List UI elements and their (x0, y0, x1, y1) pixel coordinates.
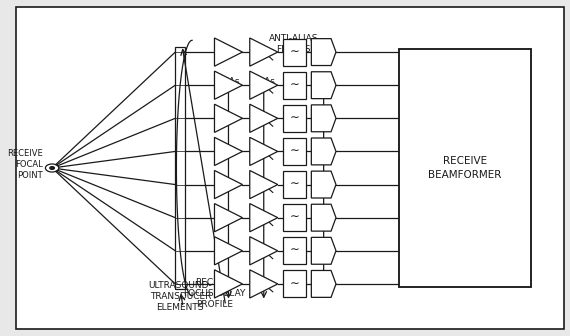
Polygon shape (311, 237, 336, 264)
Bar (283, 171, 306, 198)
Polygon shape (214, 38, 242, 66)
Text: ∼: ∼ (290, 112, 299, 125)
Text: ADCs: ADCs (312, 77, 336, 86)
Text: ∼: ∼ (290, 278, 299, 290)
Polygon shape (311, 72, 336, 99)
Polygon shape (214, 237, 242, 265)
Text: LNAs: LNAs (217, 77, 240, 86)
Bar (283, 138, 306, 165)
Text: RECEIVE
FOCUS-DELAY
PROFILE: RECEIVE FOCUS-DELAY PROFILE (184, 278, 246, 309)
Bar (283, 105, 306, 132)
Polygon shape (250, 204, 278, 232)
Polygon shape (214, 270, 242, 298)
Text: VGAs: VGAs (252, 77, 276, 86)
Text: ∼: ∼ (290, 46, 299, 58)
Polygon shape (250, 137, 278, 166)
Polygon shape (214, 71, 242, 99)
Bar (283, 204, 306, 231)
Bar (283, 72, 306, 99)
Circle shape (50, 167, 54, 169)
Text: ∼: ∼ (290, 145, 299, 158)
Text: ∼: ∼ (290, 178, 299, 191)
Polygon shape (214, 204, 242, 232)
Polygon shape (311, 204, 336, 231)
Polygon shape (214, 170, 242, 199)
Polygon shape (250, 71, 278, 99)
Text: ∼: ∼ (290, 211, 299, 224)
Polygon shape (250, 170, 278, 199)
Polygon shape (250, 237, 278, 265)
Bar (283, 270, 306, 297)
Polygon shape (250, 104, 278, 132)
Bar (283, 39, 306, 66)
Text: ANTI-ALIAS
FILTERS: ANTI-ALIAS FILTERS (269, 34, 319, 54)
Text: RECEIVE
BEAMFORMER: RECEIVE BEAMFORMER (428, 156, 502, 180)
Text: ULTRASOUND-
TRANSDUCER
ELEMENTS: ULTRASOUND- TRANSDUCER ELEMENTS (148, 281, 212, 312)
Polygon shape (311, 138, 336, 165)
Polygon shape (311, 171, 336, 198)
Polygon shape (214, 137, 242, 166)
Bar (176, 47, 185, 289)
Polygon shape (311, 39, 336, 66)
Text: RECEIVE
FOCAL
POINT: RECEIVE FOCAL POINT (7, 149, 43, 180)
Bar (399, 49, 531, 287)
Polygon shape (250, 270, 278, 298)
Polygon shape (311, 270, 336, 297)
Bar (283, 237, 306, 264)
Polygon shape (214, 104, 242, 132)
Text: ∼: ∼ (290, 244, 299, 257)
Polygon shape (250, 38, 278, 66)
Text: ∼: ∼ (290, 79, 299, 92)
Polygon shape (311, 105, 336, 132)
